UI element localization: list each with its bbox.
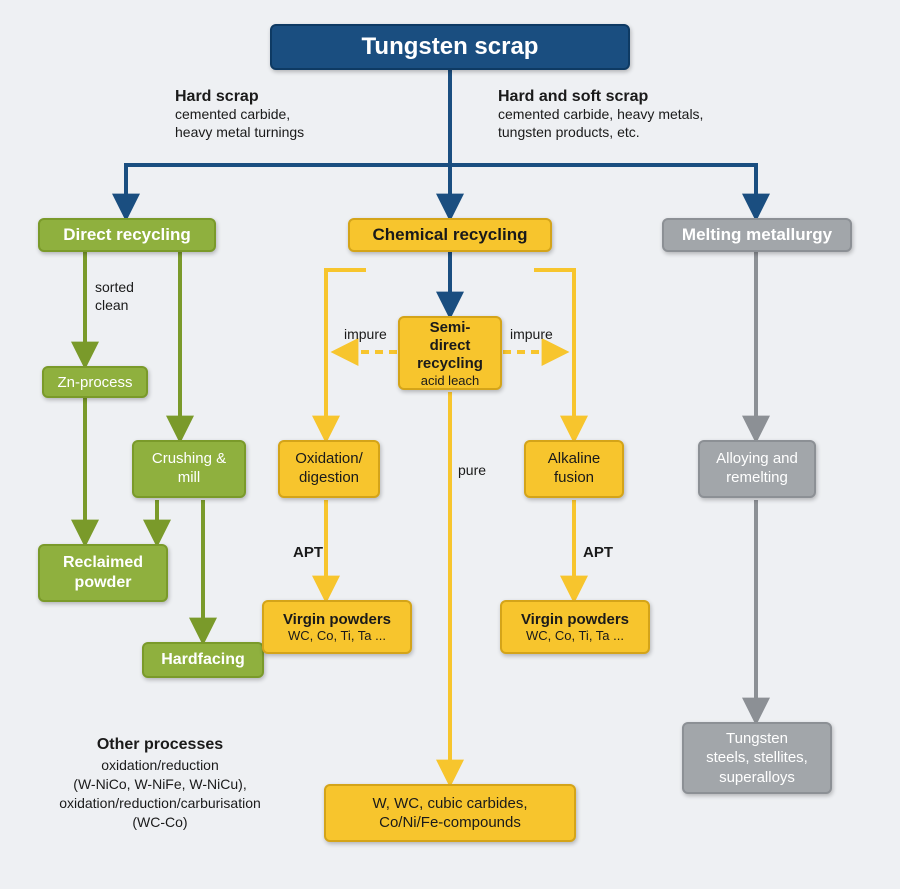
crushing-mill-node: Crushing & mill <box>132 440 246 498</box>
sorted-clean-label: sorted clean <box>95 278 134 314</box>
zn-process-node: Zn-process <box>42 366 148 398</box>
melting-header: Melting metallurgy <box>662 218 852 252</box>
reclaimed-powder-node: Reclaimed powder <box>38 544 168 602</box>
compounds-node: W, WC, cubic carbides, Co/Ni/Fe-compound… <box>324 784 576 842</box>
impure-right-label: impure <box>510 326 553 342</box>
oxidation-node: Oxidation/ digestion <box>278 440 380 498</box>
semi-direct-node: Semi-direct recycling acid leach <box>398 316 502 390</box>
chemical-header: Chemical recycling <box>348 218 552 252</box>
branch-right-label: Hard and soft scrap cemented carbide, he… <box>498 88 798 141</box>
apt-left-label: APT <box>293 544 323 561</box>
alloying-node: Alloying and remelting <box>698 440 816 498</box>
virgin-powders-right: Virgin powders WC, Co, Ti, Ta ... <box>500 600 650 654</box>
hardfacing-node: Hardfacing <box>142 642 264 678</box>
alkaline-node: Alkaline fusion <box>524 440 624 498</box>
superalloys-node: Tungsten steels, stellites, superalloys <box>682 722 832 794</box>
direct-header: Direct recycling <box>38 218 216 252</box>
pure-label: pure <box>458 462 486 478</box>
branch-left-label: Hard scrap cemented carbide, heavy metal… <box>175 88 395 141</box>
virgin-powders-left: Virgin powders WC, Co, Ti, Ta ... <box>262 600 412 654</box>
root-label: Tungsten scrap <box>362 33 539 61</box>
apt-right-label: APT <box>583 544 613 561</box>
root-node: Tungsten scrap <box>270 24 630 70</box>
impure-left-label: impure <box>344 326 387 342</box>
other-processes-block: Other processes oxidation/reduction (W-N… <box>34 736 286 832</box>
